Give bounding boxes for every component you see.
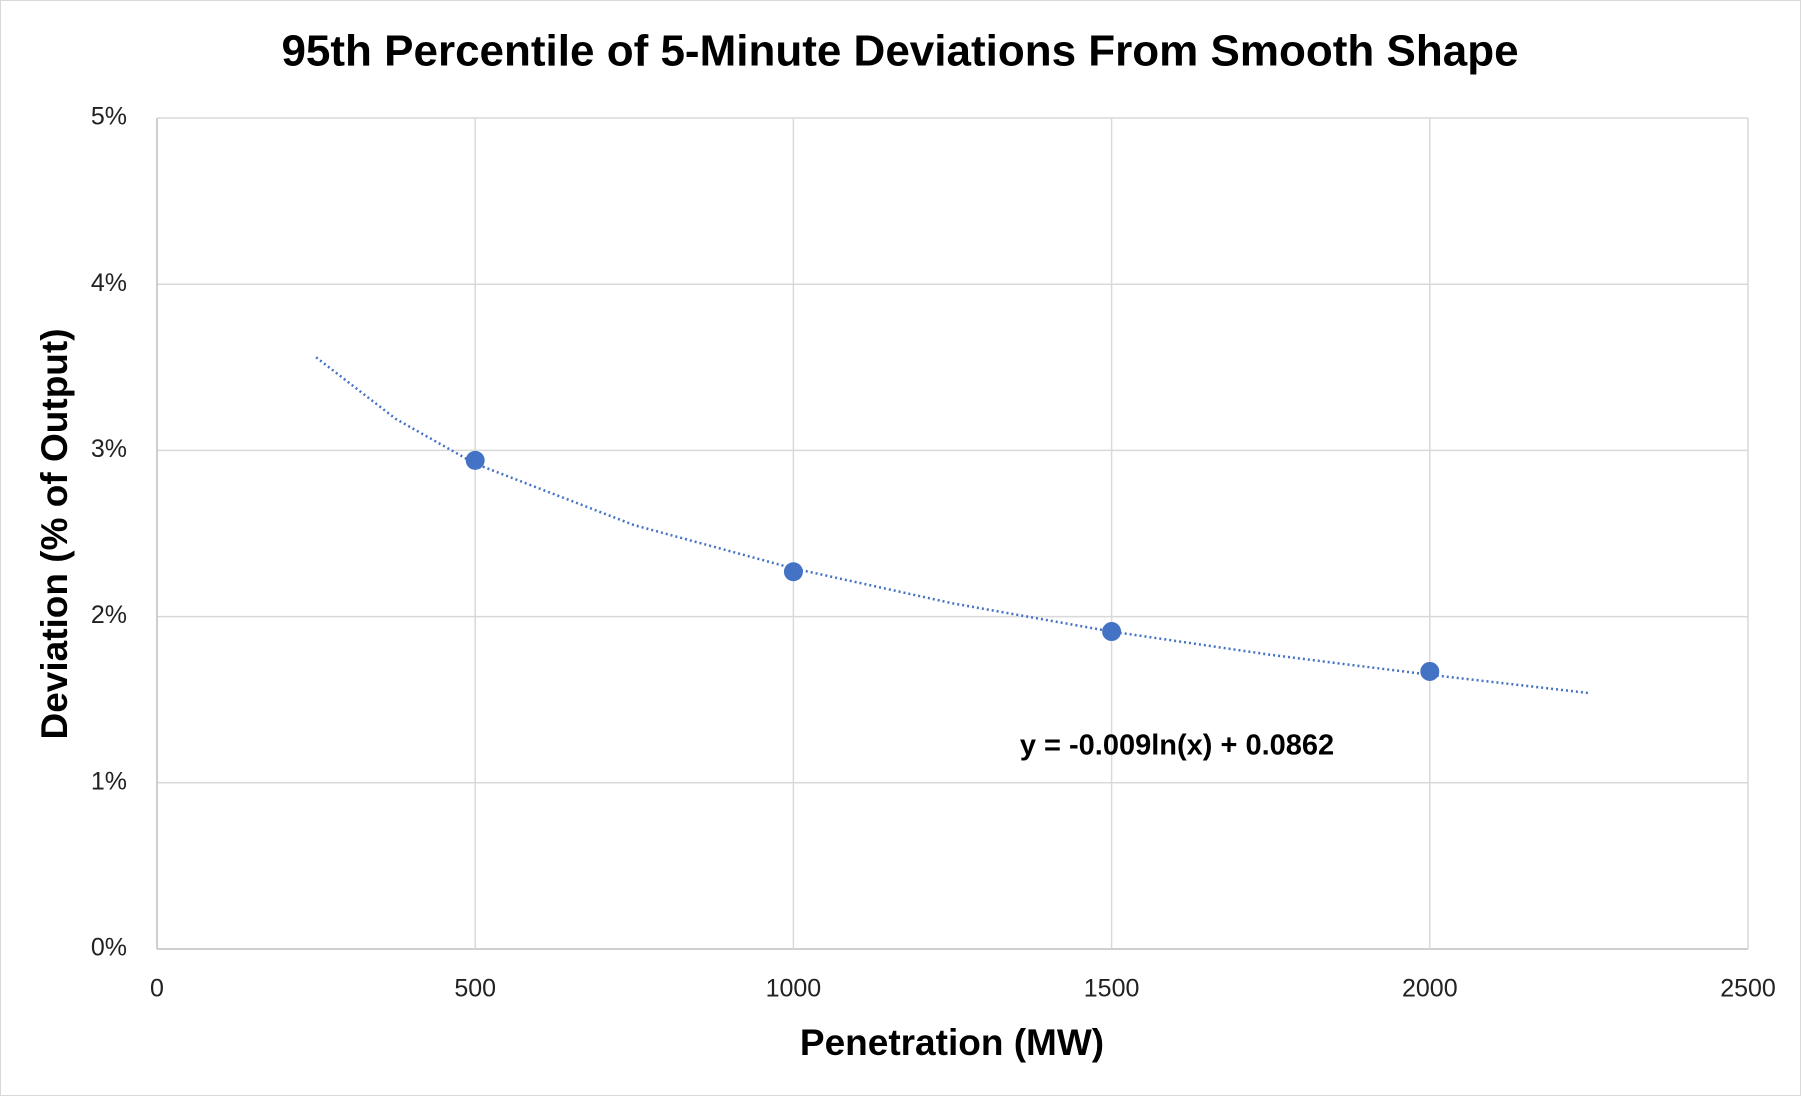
y-tick-label: 2% xyxy=(91,601,127,629)
y-tick-label: 5% xyxy=(91,103,127,131)
x-axis-label: Penetration (MW) xyxy=(800,1022,1104,1063)
data-point xyxy=(465,450,485,470)
y-tick-label: 4% xyxy=(91,269,127,297)
x-tick-label: 1500 xyxy=(1084,975,1140,1003)
x-tick-label: 0 xyxy=(150,975,164,1003)
data-point xyxy=(1420,661,1440,681)
chart-title: 95th Percentile of 5-Minute Deviations F… xyxy=(281,27,1518,76)
y-tick-label: 0% xyxy=(91,934,127,962)
x-tick-label: 1000 xyxy=(766,975,822,1003)
y-axis-label: Deviation (% of Output) xyxy=(34,328,75,739)
x-tick-label: 2500 xyxy=(1720,975,1776,1003)
data-point xyxy=(783,562,803,582)
trendline xyxy=(315,356,1590,695)
y-tick-label: 3% xyxy=(91,435,127,463)
x-tick-label: 2000 xyxy=(1402,975,1458,1003)
x-tick-label: 500 xyxy=(454,975,496,1003)
data-point xyxy=(1102,622,1122,642)
y-tick-label: 1% xyxy=(91,767,127,795)
trendline-equation: y = -0.009ln(x) + 0.0862 xyxy=(1020,730,1334,762)
